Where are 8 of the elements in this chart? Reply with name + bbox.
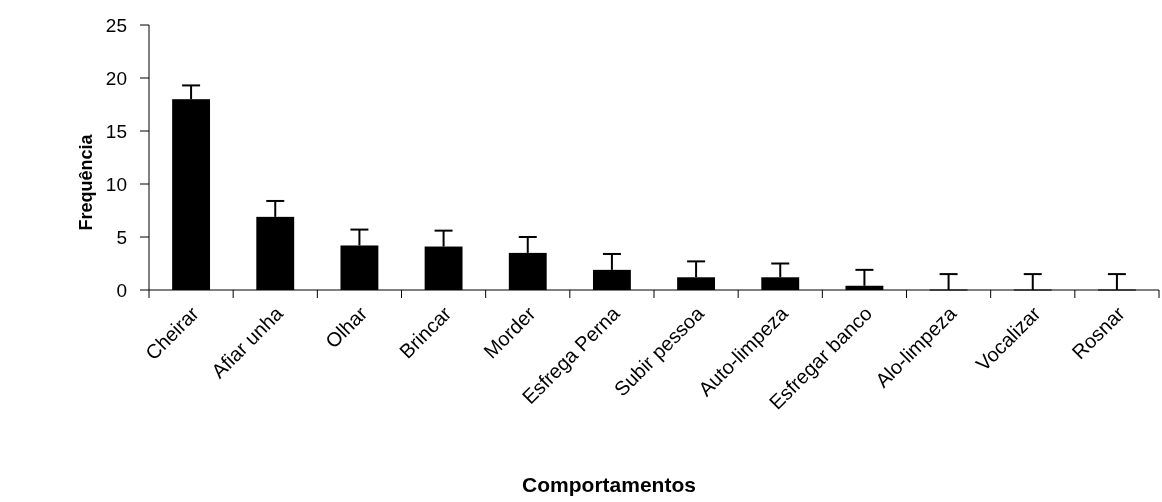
y-tick-label: 25 <box>105 14 127 36</box>
x-axis-title: Comportamentos <box>522 473 696 496</box>
y-tick-label: 5 <box>116 226 127 248</box>
y-tick-label: 15 <box>105 120 127 142</box>
y-tick-label: 10 <box>105 173 127 195</box>
y-tick-label: 0 <box>116 279 127 301</box>
y-axis-title: Frequência <box>76 133 96 231</box>
y-tick-label: 20 <box>105 67 127 89</box>
